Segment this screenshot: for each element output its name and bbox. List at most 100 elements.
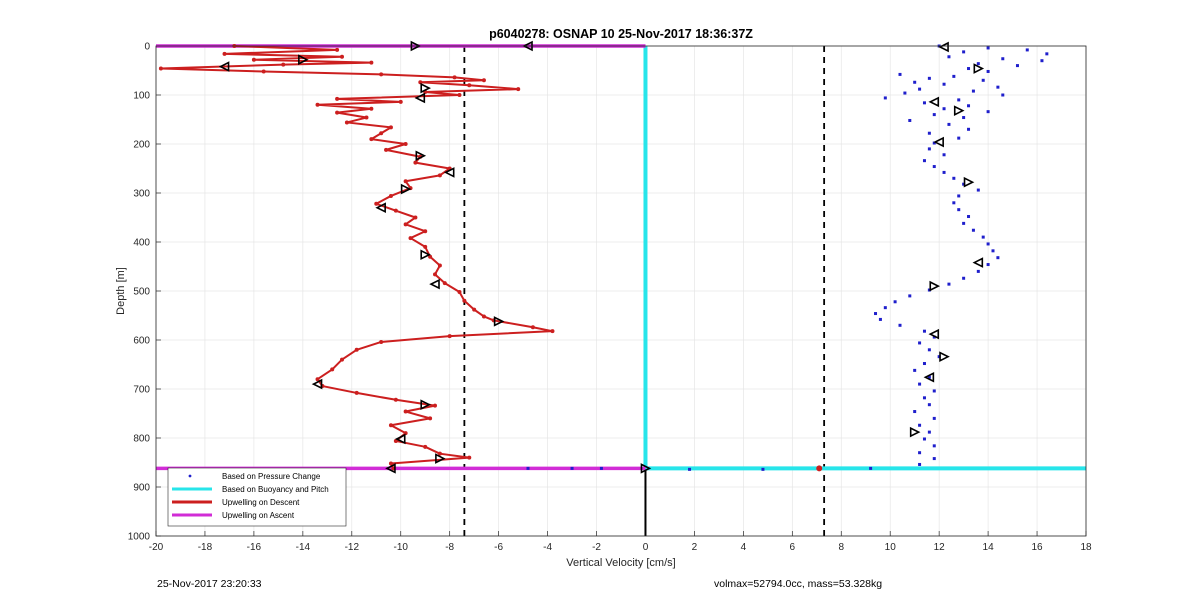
descent-point	[158, 66, 163, 71]
descent-point	[530, 325, 535, 330]
pressure-point	[688, 467, 692, 471]
descent-point	[423, 229, 428, 234]
descent-point	[364, 115, 369, 120]
x-tick-label: 16	[1031, 542, 1043, 553]
pressure-point	[570, 466, 574, 470]
x-tick-label: 18	[1080, 542, 1092, 553]
descent-point	[379, 339, 384, 344]
y-axis-label: Depth [m]	[115, 267, 127, 315]
y-tick-label: 0	[144, 42, 150, 53]
descent-point	[398, 99, 403, 104]
x-tick-label: 4	[741, 542, 747, 553]
pressure-point	[952, 201, 956, 205]
x-tick-label: 6	[790, 542, 796, 553]
pressure-point	[913, 410, 917, 414]
descent-point	[393, 397, 398, 402]
chart-title: p6040278: OSNAP 10 25-Nov-2017 18:36:37Z	[489, 27, 753, 41]
pressure-point	[981, 78, 985, 82]
descent-point	[251, 57, 256, 62]
descent-point	[374, 201, 379, 206]
descent-point	[335, 96, 340, 101]
y-tick-label: 800	[133, 434, 150, 445]
pressure-point	[1040, 59, 1044, 63]
descent-point	[384, 147, 389, 152]
pressure-point	[927, 375, 931, 379]
pressure-point	[932, 457, 936, 461]
legend-label-ascent: Upwelling on Ascent	[222, 511, 295, 520]
triangle-marker	[923, 371, 935, 383]
pressure-point	[918, 423, 922, 427]
pressure-point	[883, 96, 887, 100]
triangle-marker	[929, 280, 941, 292]
pressure-point	[908, 118, 912, 122]
triangle-marker	[928, 96, 940, 108]
pressure-point	[898, 323, 902, 327]
pressure-point	[996, 256, 1000, 260]
pressure-point	[922, 329, 926, 333]
descent-point	[281, 62, 286, 67]
pressure-point	[526, 466, 530, 470]
x-tick-label: -10	[394, 542, 409, 553]
pressure-point	[918, 451, 922, 455]
triangle-marker	[963, 176, 975, 188]
descent-point	[388, 423, 393, 428]
legend-label-buoyancy: Based on Buoyancy and Pitch	[222, 485, 329, 494]
pressure-point	[976, 188, 980, 192]
pressure-point	[942, 82, 946, 86]
pressure-point	[947, 282, 951, 286]
triangle-marker	[311, 378, 323, 390]
x-tick-label: 8	[838, 542, 844, 553]
x-tick-label: 14	[983, 542, 995, 553]
pressure-point	[976, 62, 980, 66]
footer-info: volmax=52794.0cc, mass=53.328kg	[714, 578, 883, 590]
pressure-point	[927, 348, 931, 352]
descent-point	[340, 54, 344, 59]
triangle-marker	[938, 41, 949, 53]
x-tick-label: -16	[247, 542, 262, 553]
descent-point	[433, 403, 437, 408]
y-tick-label: 600	[133, 336, 150, 347]
descent-point	[457, 93, 462, 97]
pressure-point	[957, 208, 961, 212]
pressure-point	[874, 312, 878, 316]
pressure-point	[927, 147, 931, 151]
y-tick-label: 500	[133, 287, 150, 298]
pressure-point	[971, 89, 975, 93]
legend-symbol-pressure	[188, 474, 192, 478]
descent-point	[315, 377, 320, 382]
axes: -20 -18 -16 -14 -12 -10 -8 -6 -4 -2 0 2 4 6 8 10 12 14 16 1…	[128, 42, 1092, 554]
triangle-marker	[493, 316, 505, 327]
pressure-point	[913, 368, 917, 372]
descent-point	[388, 125, 393, 130]
descent-point	[467, 83, 472, 88]
series-layer	[156, 44, 1086, 536]
pressure-point	[883, 306, 887, 310]
pressure-point	[918, 462, 922, 466]
pressure-point	[761, 467, 765, 471]
x-tick-label: -20	[149, 542, 164, 553]
pressure-point	[942, 153, 946, 157]
descent-point	[261, 69, 266, 74]
descent-point	[315, 102, 320, 107]
pressure-point	[932, 113, 936, 117]
x-tick-label: 2	[692, 542, 698, 553]
pressure-point	[893, 300, 897, 304]
pressure-point	[927, 403, 931, 407]
pressure-point	[962, 116, 966, 120]
x-axis-label: Vertical Velocity [cm/s]	[566, 557, 675, 569]
pressure-point	[1015, 64, 1019, 68]
pressure-point	[962, 50, 966, 54]
pressure-point	[952, 176, 956, 180]
pressure-point	[967, 67, 971, 71]
descent-point	[437, 451, 442, 456]
pressure-point	[962, 182, 966, 186]
pressure-point	[971, 228, 975, 232]
pressure-point	[903, 91, 907, 95]
descent-point	[393, 208, 398, 213]
descent-point	[403, 179, 408, 184]
pressure-point	[957, 194, 961, 198]
y-tick-label: 100	[133, 91, 150, 102]
triangle-markers	[218, 40, 985, 474]
pressure-point	[932, 444, 936, 448]
pressure-point	[932, 335, 936, 339]
